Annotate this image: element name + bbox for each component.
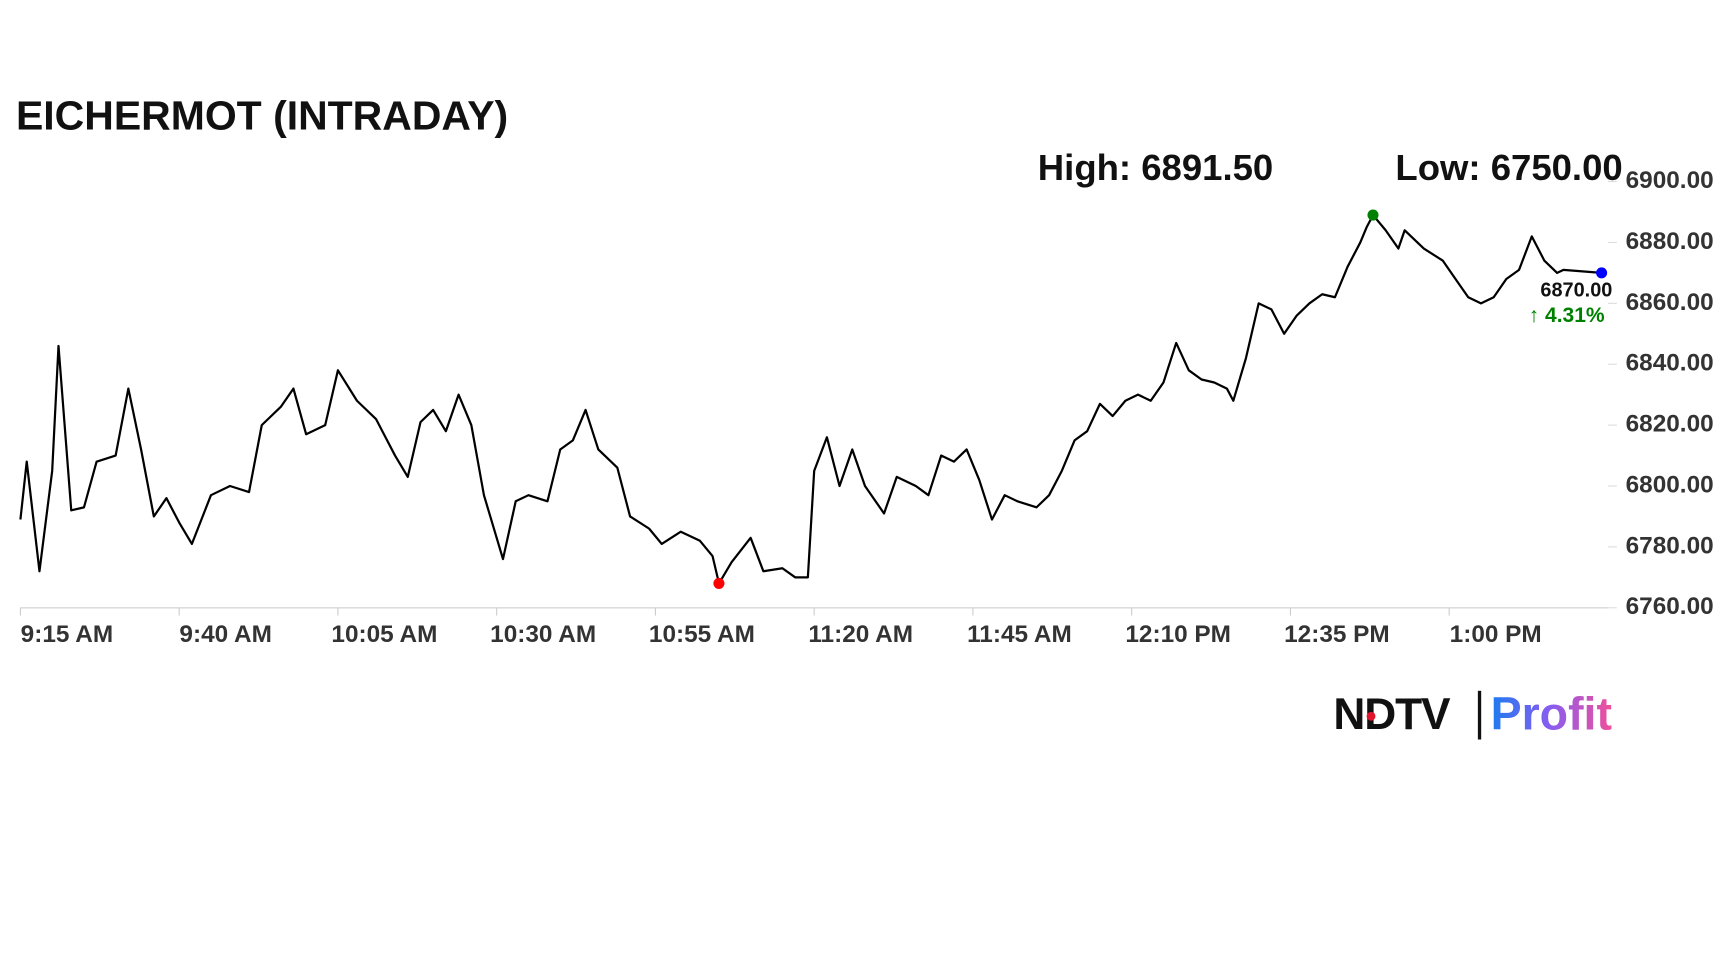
chart-title: EICHERMOT (INTRADAY) — [16, 92, 508, 138]
low-marker — [713, 577, 725, 589]
x-tick-label: 12:35 PM — [1284, 621, 1390, 648]
x-tick-label: 9:15 AM — [21, 621, 113, 648]
brand-dot — [1366, 711, 1376, 721]
x-tick-label: 10:30 AM — [490, 621, 596, 648]
change-label: ↑ 4.31% — [1529, 304, 1605, 327]
y-tick-label: 6900.00 — [1626, 167, 1714, 194]
brand-sub: Profit — [1491, 688, 1612, 740]
y-tick-label: 6860.00 — [1626, 289, 1714, 316]
x-tick-label: 9:40 AM — [179, 621, 271, 648]
y-tick-label: 6760.00 — [1626, 593, 1714, 620]
brand: NDTV — [1333, 690, 1451, 739]
high-label: High: 6891.50 — [1038, 147, 1273, 188]
y-tick-label: 6780.00 — [1626, 532, 1714, 559]
last-marker — [1596, 267, 1608, 279]
y-tick-label: 6820.00 — [1626, 411, 1714, 438]
x-tick-label: 12:10 PM — [1125, 621, 1231, 648]
high-marker — [1367, 209, 1379, 221]
low-label: Low: 6750.00 — [1395, 147, 1622, 188]
price-line — [19, 213, 1602, 585]
x-tick-label: 11:20 AM — [808, 621, 913, 648]
y-tick-label: 6880.00 — [1626, 228, 1714, 255]
x-tick-label: 10:05 AM — [331, 621, 437, 648]
y-tick-label: 6800.00 — [1626, 471, 1714, 498]
last-price-label: 6870.00 — [1540, 279, 1612, 301]
x-tick-label: 11:45 AM — [967, 621, 1072, 648]
x-tick-label: 10:55 AM — [649, 621, 755, 648]
x-tick-label: 1:00 PM — [1450, 621, 1542, 648]
y-tick-label: 6840.00 — [1626, 350, 1714, 377]
